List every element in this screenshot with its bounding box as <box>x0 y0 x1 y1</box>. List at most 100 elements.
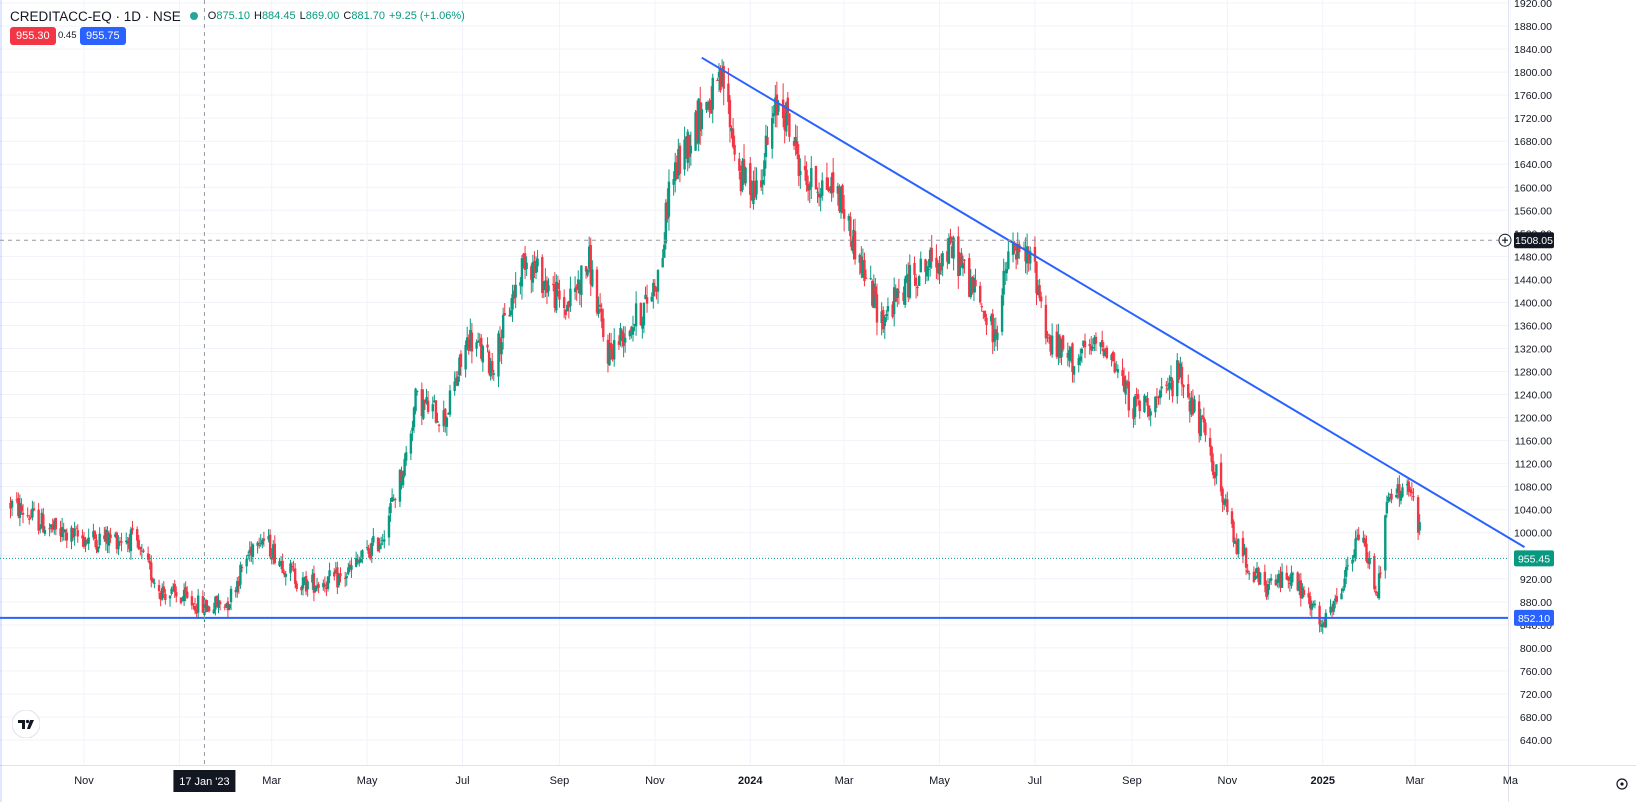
candle-body <box>448 390 452 415</box>
symbol-title[interactable]: CREDITACC-EQ · 1D · NSE <box>10 8 181 24</box>
candle-body <box>1212 461 1215 475</box>
candle-body <box>1094 336 1098 344</box>
candle-body <box>486 344 489 348</box>
tradingview-logo-icon[interactable] <box>12 710 40 738</box>
candle-body <box>841 185 844 214</box>
candle-body <box>26 515 29 517</box>
spread-value: 0.45 <box>58 30 77 41</box>
y-tick-label: 1600.00 <box>1514 182 1552 194</box>
support-price-label-bg <box>1514 609 1554 626</box>
candle-body <box>831 172 835 193</box>
candle-body <box>864 277 868 279</box>
candle-body <box>436 420 439 423</box>
candle-body <box>475 342 478 349</box>
candle-body <box>1182 384 1185 387</box>
candle-body <box>722 65 725 89</box>
candle-body <box>666 201 669 219</box>
x-tick-label: May <box>357 775 378 787</box>
candle-body <box>95 539 98 550</box>
candle-body <box>1280 571 1284 588</box>
change-value: +9.25 (+1.06%) <box>388 10 465 22</box>
candle-body <box>442 410 445 427</box>
settings-gear-center <box>1620 782 1624 786</box>
candle-body <box>289 563 292 574</box>
open-label: O <box>207 10 217 22</box>
candle-body <box>487 351 491 374</box>
candle-body <box>272 544 275 558</box>
candle-body <box>359 558 363 563</box>
candle-body <box>114 534 117 537</box>
candle-body <box>1171 380 1174 397</box>
candle-body <box>963 259 966 261</box>
candle-body <box>1266 584 1270 595</box>
candle-body <box>645 297 649 304</box>
candle-body <box>304 575 308 592</box>
candle-body <box>433 400 436 403</box>
candle-body <box>634 303 638 327</box>
candle-body <box>655 288 658 292</box>
candle-body <box>808 185 811 191</box>
support-price-label: 852.10 <box>1518 613 1550 625</box>
candle-body <box>652 282 655 297</box>
candle-body <box>781 99 785 118</box>
bid-price-box[interactable]: 955.30 <box>10 27 56 45</box>
candle-body <box>1168 382 1171 389</box>
candle-body <box>519 282 522 286</box>
y-tick-label: 1680.00 <box>1514 136 1552 148</box>
candle-body <box>1241 537 1245 557</box>
candle-body <box>1036 287 1040 296</box>
candle-body <box>611 349 614 360</box>
candle-body <box>497 333 500 377</box>
candle-body <box>541 257 544 293</box>
candle-body <box>1243 551 1246 555</box>
x-tick-label: Sep <box>550 775 570 787</box>
candle-body <box>422 399 425 419</box>
candle-body <box>1069 347 1073 353</box>
candle-body <box>830 176 833 194</box>
candle-body <box>1357 534 1360 540</box>
candle-body <box>491 360 494 373</box>
candle-body <box>1179 363 1182 378</box>
candle-body <box>206 605 209 612</box>
candle-body <box>980 305 983 308</box>
candle-body <box>850 239 854 251</box>
candle-body <box>500 342 503 355</box>
candle-body <box>914 277 918 286</box>
candle-body <box>120 541 123 543</box>
candle-body <box>1169 376 1173 382</box>
x-tick-label: 2025 <box>1310 775 1334 787</box>
settings-gear-icon[interactable] <box>1616 778 1628 790</box>
candle-body <box>1033 246 1037 262</box>
y-tick-label: 1360.00 <box>1514 320 1552 332</box>
candle-body <box>15 499 18 501</box>
candle-body <box>415 390 419 392</box>
candle-body <box>173 583 176 593</box>
ask-price-box[interactable]: 955.75 <box>80 27 126 45</box>
candle-body <box>1244 548 1248 568</box>
candle-body <box>1233 540 1237 544</box>
candle-body <box>1255 567 1259 574</box>
candle-body <box>720 71 724 86</box>
candle-body <box>542 281 546 291</box>
candle-body <box>135 529 139 541</box>
candle-body <box>1288 583 1292 585</box>
candle-body <box>797 154 800 177</box>
candle-body <box>456 376 460 386</box>
candle-body <box>508 315 511 317</box>
x-tick-label: Sep <box>1122 775 1142 787</box>
candle-body <box>1274 579 1278 586</box>
candle-body <box>48 528 51 530</box>
candle-body <box>1405 483 1409 486</box>
candle-body <box>1014 254 1018 260</box>
candle-body <box>125 540 128 542</box>
candle-body <box>566 304 569 312</box>
y-tick-label: 1920.00 <box>1514 0 1552 10</box>
y-tick-label: 1440.00 <box>1514 274 1552 286</box>
candle-body <box>678 145 682 174</box>
candle-body <box>1208 437 1212 447</box>
candle-body <box>1144 396 1148 398</box>
candle-body <box>444 408 447 425</box>
candle-body <box>1416 497 1420 533</box>
